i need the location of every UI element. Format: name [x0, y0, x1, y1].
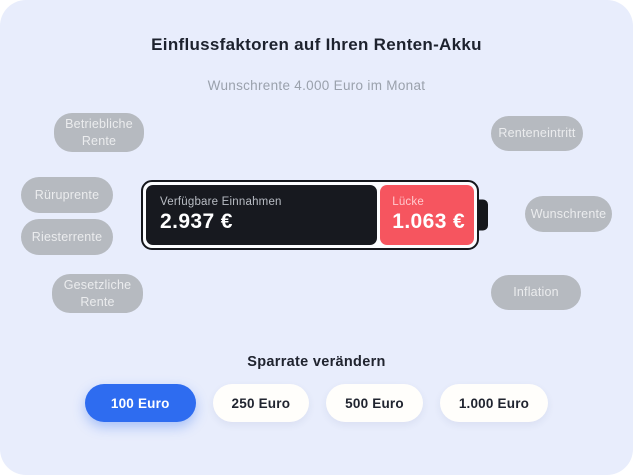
factor-pill-label: Betriebliche Rente: [65, 117, 133, 148]
battery-terminal: [477, 199, 488, 231]
sparrate-option-1000-euro[interactable]: 1.000 Euro: [439, 384, 549, 422]
factor-pill-label: Gesetzliche Rente: [63, 278, 132, 309]
factor-pill-betriebliche-rente[interactable]: Betriebliche Rente: [54, 113, 144, 152]
gap-label: Lücke: [392, 196, 424, 208]
battery-gap-segment: Lücke 1.063 €: [380, 185, 474, 245]
factor-pill-inflation[interactable]: Inflation: [491, 275, 581, 310]
gap-value: 1.063 €: [392, 210, 466, 233]
factor-pill-label: Renteneintritt: [498, 126, 576, 141]
available-income-value: 2.937 €: [160, 210, 233, 233]
factor-pill-label: Wunschrente: [530, 206, 607, 221]
sparrate-option-250-euro[interactable]: 250 Euro: [212, 384, 310, 422]
factor-pill-label: Inflation: [513, 285, 559, 300]
sparrate-option-100-euro[interactable]: 100 Euro: [84, 384, 196, 422]
factor-pill-label: Rüruprente: [34, 187, 100, 202]
battery-gauge: Verfügbare Einnahmen 2.937 € Lücke 1.063…: [141, 180, 488, 250]
factor-pill-wunschrente[interactable]: Wunschrente: [525, 196, 612, 232]
factor-pill-label: Riesterrente: [31, 229, 103, 244]
page-title: Einflussfaktoren auf Ihren Renten-Akku: [151, 35, 482, 54]
sparrate-option-500-euro[interactable]: 500 Euro: [326, 384, 423, 422]
factor-pill-gesetzliche-rente[interactable]: Gesetzliche Rente: [52, 274, 143, 313]
savings-rate-heading: Sparrate verändern: [247, 354, 386, 370]
battery-available-segment: Verfügbare Einnahmen 2.937 €: [146, 185, 378, 245]
factor-pill-renteneintritt[interactable]: Renteneintritt: [491, 116, 583, 151]
savings-rate-options: 100 Euro 250 Euro 500 Euro 1.000 Euro: [0, 384, 633, 422]
page-subtitle: Wunschrente 4.000 Euro im Monat: [207, 78, 426, 93]
factor-pill-riesterrente[interactable]: Riesterrente: [21, 219, 113, 255]
available-income-label: Verfügbare Einnahmen: [160, 196, 282, 208]
factor-pill-rueruprente[interactable]: Rüruprente: [21, 177, 113, 213]
